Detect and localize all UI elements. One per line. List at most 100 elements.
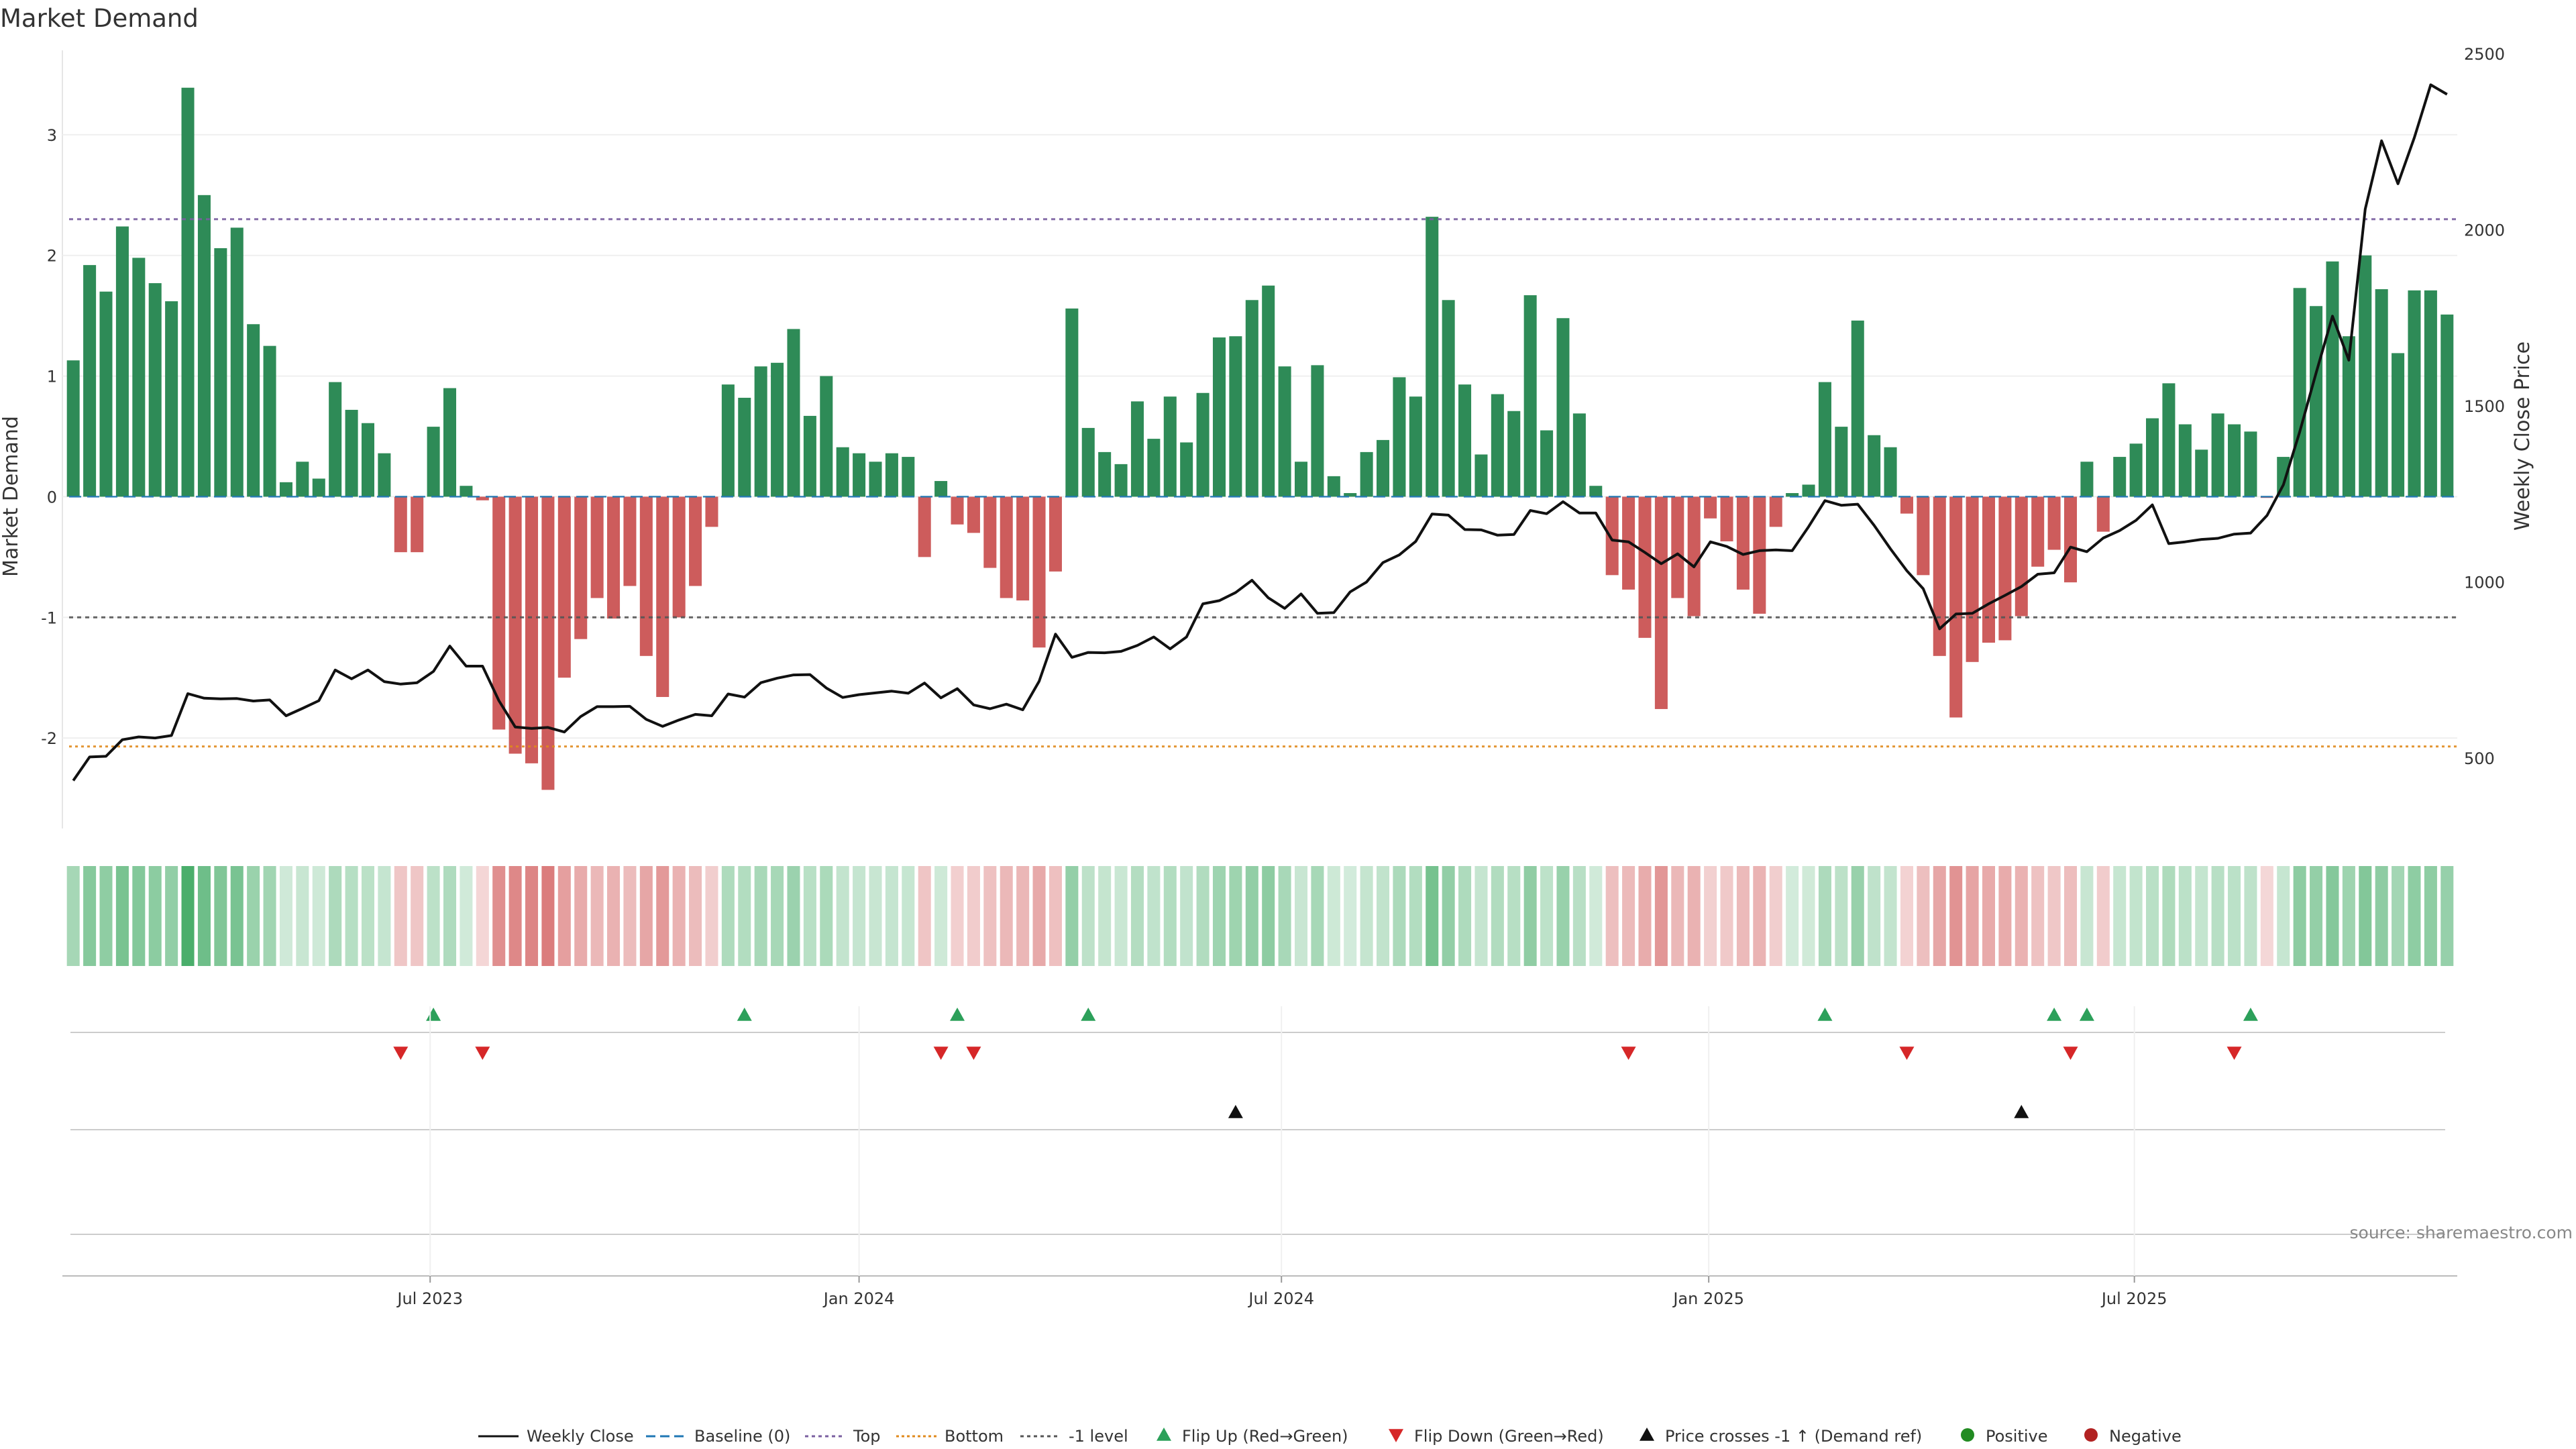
demand-bar bbox=[1671, 496, 1684, 598]
demand-bar bbox=[1769, 496, 1782, 527]
demand-bar bbox=[1426, 217, 1439, 497]
demand-bar bbox=[1327, 476, 1340, 497]
heat-cell bbox=[1704, 866, 1717, 966]
demand-bar bbox=[1818, 382, 1831, 497]
heat-cell bbox=[1884, 866, 1897, 966]
demand-bar bbox=[1474, 454, 1488, 497]
legend-label: Positive bbox=[1986, 1427, 2048, 1446]
flip-up-marker bbox=[2047, 1008, 2062, 1021]
flip-down-marker bbox=[2063, 1046, 2078, 1060]
heat-cell bbox=[721, 866, 735, 966]
demand-bar bbox=[2228, 424, 2241, 497]
demand-bar bbox=[1311, 365, 1324, 497]
demand-bar bbox=[1180, 442, 1193, 497]
heat-cell bbox=[639, 866, 653, 966]
y2-tick-label: 1500 bbox=[2464, 397, 2505, 416]
demand-bar bbox=[2277, 457, 2290, 497]
flip-down-marker bbox=[393, 1046, 409, 1060]
heat-cell bbox=[1114, 866, 1128, 966]
demand-bar bbox=[672, 496, 686, 618]
heat-cell bbox=[1360, 866, 1373, 966]
flip-down-marker bbox=[475, 1046, 490, 1060]
heat-cell bbox=[2424, 866, 2437, 966]
demand-bar bbox=[869, 462, 882, 497]
x-tick-label: Jan 2024 bbox=[822, 1289, 895, 1308]
demand-bar bbox=[1098, 451, 1112, 497]
demand-bar bbox=[1851, 320, 1864, 497]
demand-bar bbox=[296, 462, 309, 497]
demand-bar bbox=[1147, 439, 1161, 497]
demand-bar bbox=[1245, 300, 1258, 497]
demand-bar bbox=[1442, 300, 1455, 497]
heat-cell bbox=[312, 866, 325, 966]
heat-cell bbox=[115, 866, 129, 966]
heat-cell bbox=[508, 866, 522, 966]
legend-swatch-dot bbox=[2084, 1428, 2098, 1442]
demand-bar bbox=[99, 291, 113, 497]
x-tick-label: Jul 2023 bbox=[396, 1289, 463, 1308]
flip-down-marker bbox=[1899, 1046, 1915, 1060]
legend-label: Negative bbox=[2109, 1427, 2182, 1446]
heat-cell bbox=[411, 866, 424, 966]
demand-bar bbox=[738, 397, 751, 497]
heat-cell bbox=[1998, 866, 2012, 966]
heat-cell bbox=[1196, 866, 1210, 966]
heat-cell bbox=[1835, 866, 1848, 966]
heat-cell bbox=[2031, 866, 2045, 966]
demand-bar bbox=[2326, 261, 2339, 497]
demand-bar bbox=[2178, 424, 2192, 497]
demand-bar bbox=[1802, 484, 1815, 497]
demand-bar bbox=[1016, 496, 1030, 601]
y2-tick-label: 2500 bbox=[2464, 45, 2505, 64]
heat-cell bbox=[557, 866, 571, 966]
demand-bar bbox=[1360, 451, 1373, 497]
heat-cell bbox=[754, 866, 767, 966]
demand-bar bbox=[2392, 353, 2405, 497]
demand-bar bbox=[1393, 377, 1406, 497]
demand-bar bbox=[967, 496, 980, 533]
flip-up-marker bbox=[426, 1008, 441, 1021]
heat-cell bbox=[2310, 866, 2323, 966]
heat-cell bbox=[1491, 866, 1504, 966]
heat-cell bbox=[1786, 866, 1799, 966]
heat-cell bbox=[1163, 866, 1177, 966]
demand-bar bbox=[460, 486, 473, 497]
flip-up-marker bbox=[950, 1008, 965, 1021]
demand-bar bbox=[1572, 413, 1586, 497]
demand-bar bbox=[1049, 496, 1062, 572]
demand-bar bbox=[820, 376, 833, 497]
demand-bar bbox=[721, 384, 735, 497]
demand-bar bbox=[2293, 288, 2306, 497]
demand-heat-strip bbox=[66, 866, 2454, 966]
heat-cell bbox=[1507, 866, 1521, 966]
heat-cell bbox=[525, 866, 539, 966]
demand-bar bbox=[2244, 431, 2257, 497]
heat-cell bbox=[885, 866, 898, 966]
demand-bar bbox=[2440, 314, 2454, 497]
flip-up-marker bbox=[737, 1008, 752, 1021]
heat-cell bbox=[1311, 866, 1324, 966]
demand-bar bbox=[1523, 295, 1537, 497]
demand-bar bbox=[132, 258, 146, 497]
demand-bar bbox=[1638, 496, 1652, 638]
demand-bar bbox=[1458, 384, 1472, 497]
demand-bar bbox=[2113, 457, 2127, 497]
heat-cell bbox=[1949, 866, 1963, 966]
heat-cell bbox=[853, 866, 866, 966]
heat-cell bbox=[2162, 866, 2176, 966]
heat-cell bbox=[2392, 866, 2405, 966]
heat-cell bbox=[1622, 866, 1635, 966]
demand-bar bbox=[230, 227, 244, 497]
legend-label: Weekly Close bbox=[527, 1427, 634, 1446]
grid-layer bbox=[62, 50, 2457, 828]
heat-cell bbox=[1753, 866, 1766, 966]
demand-bar bbox=[541, 496, 555, 790]
flip-down-marker bbox=[966, 1046, 981, 1060]
heat-cell bbox=[1000, 866, 1013, 966]
legend-label: Bottom bbox=[945, 1427, 1004, 1446]
demand-bar bbox=[1998, 496, 2012, 641]
demand-bar bbox=[83, 265, 97, 497]
demand-bar bbox=[1589, 486, 1603, 497]
heat-cell bbox=[1081, 866, 1095, 966]
heat-cell bbox=[705, 866, 718, 966]
